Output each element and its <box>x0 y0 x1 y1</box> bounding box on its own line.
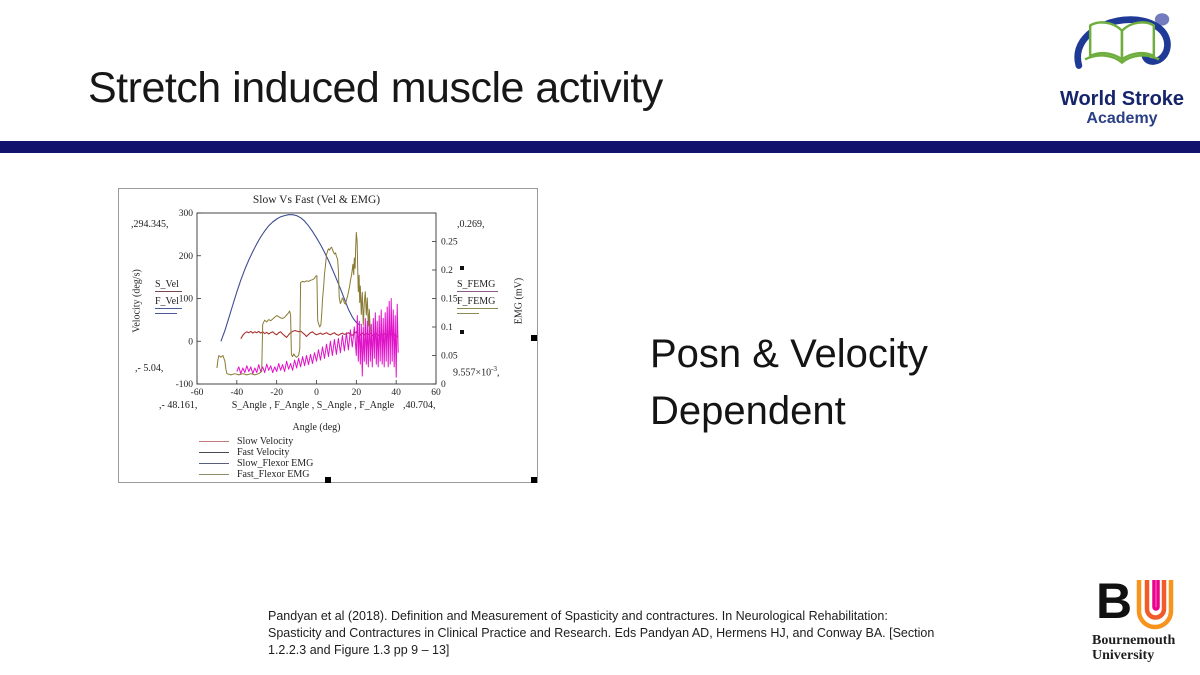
y-right-tick-label: 0.2 <box>441 266 453 276</box>
legend-item: Fast_Flexor EMG <box>199 469 313 480</box>
bu-monogram: B <box>1096 573 1192 634</box>
bu-letter-b: B <box>1096 573 1133 629</box>
legend-swatch <box>199 452 229 453</box>
legend-swatch <box>199 463 229 464</box>
trace-label-underline <box>155 313 177 314</box>
citation-text: Pandyan et al (2018). Definition and Mea… <box>268 609 935 657</box>
left-axis-min-value: ,- 5.04, <box>135 363 164 374</box>
marker-square <box>460 266 464 270</box>
legend-label: Fast Velocity <box>237 447 290 458</box>
right-axis-min-value: 9.557×10-3, <box>453 365 499 378</box>
legend-item: Slow Velocity <box>199 436 313 447</box>
legend-label: Slow Velocity <box>237 436 294 447</box>
right-axis-max-value: ,0.269, <box>457 219 485 230</box>
resize-handle-bottom-right[interactable] <box>531 477 537 483</box>
trace-label-s-vel: S_Vel <box>155 279 182 292</box>
y-right-tick-label: 0.05 <box>441 352 458 362</box>
chart-title: Slow Vs Fast (Vel & EMG) <box>252 194 381 206</box>
plot-canvas: -60 -40 -20 0 20 40 60 -100 0 100 200 300 0 0.05 0.1 0.… <box>176 209 458 398</box>
chart-legend: Slow Velocity Fast Velocity Slow_Flexor EM… <box>199 436 313 480</box>
y-left-tick-label: 300 <box>179 209 194 219</box>
x-tick-label: -20 <box>270 388 283 398</box>
left-axis-title: Velocity (deg/s) <box>131 269 143 333</box>
x-axis-title: Angle (deg) <box>292 422 341 433</box>
resize-handle-bottom[interactable] <box>325 477 331 483</box>
legend-label: Slow_Flexor EMG <box>237 458 314 469</box>
legend-item: Slow_Flexor EMG <box>199 458 313 469</box>
x-tick-label: 40 <box>391 388 401 398</box>
legend-label: Fast_Flexor EMG <box>237 469 310 480</box>
x-tick-label: 60 <box>431 388 441 398</box>
y-right-tick-label: 0.1 <box>441 323 453 333</box>
x-axis-min-value: ,- 48.161, <box>159 400 198 411</box>
bu-name-line1: Bournemouth <box>1092 633 1176 648</box>
bu-letter-u-icon <box>1136 580 1174 630</box>
y-left-tick-label: 0 <box>188 337 193 347</box>
marker-square <box>460 330 464 334</box>
slide-title: Stretch induced muscle activity <box>88 64 663 112</box>
left-trace-labels: S_Vel F_Vel <box>155 279 182 314</box>
wsa-book-swoosh-icon <box>1074 13 1171 69</box>
right-axis-min-exponent: -3 <box>491 365 497 373</box>
left-axis-max-value: ,294.345, <box>131 219 169 230</box>
body-text: Posn & Velocity Dependent <box>650 332 928 433</box>
trace-label-s-femg: S_FEMG <box>457 279 499 292</box>
x-tick-label: 20 <box>352 388 362 398</box>
x-tick-label: -60 <box>191 388 204 398</box>
series-slow-flexor-emg <box>236 298 399 378</box>
right-axis-title: EMG (mV) <box>513 277 525 325</box>
legend-item: Fast Velocity <box>199 447 313 458</box>
legend-swatch <box>199 441 229 442</box>
wsa-logo-subtext: Academy <box>1086 110 1158 127</box>
mathcad-chart-image[interactable]: -60 -40 -20 0 20 40 60 -100 0 100 200 300 0 0.05 0.1 0.… <box>118 188 538 483</box>
trace-label-underline <box>457 313 479 314</box>
y-right-tick-label: 0 <box>441 380 446 390</box>
y-left-tick-label: -100 <box>176 380 194 390</box>
world-stroke-academy-logo: World Stroke Academy <box>1050 6 1194 128</box>
resize-handle-right[interactable] <box>531 335 537 341</box>
x-tick-label: 0 <box>314 388 319 398</box>
title-divider-bar <box>0 141 1200 153</box>
y-right-tick-label: 0.15 <box>441 295 458 305</box>
right-axis-min-comma: , <box>496 367 500 379</box>
wsa-logo-text: World Stroke <box>1059 88 1185 110</box>
trace-label-f-femg: F_FEMG <box>457 296 499 309</box>
y-left-tick-label: 200 <box>179 252 194 262</box>
y-right-tick-label: 0.25 <box>441 238 458 248</box>
right-axis-min-mantissa: 9.557×10 <box>453 367 492 379</box>
trace-label-f-vel: F_Vel <box>155 296 182 309</box>
right-trace-labels: S_FEMG F_FEMG <box>457 279 499 314</box>
x-tick-label: -40 <box>230 388 243 398</box>
y-left-tick-label: 100 <box>179 295 194 305</box>
x-axis-max-value: ,40.704, <box>403 400 436 411</box>
legend-swatch <box>199 474 229 475</box>
series-fast-flexor-emg <box>216 231 371 376</box>
bournemouth-university-logo: B Bournemouth University <box>1092 573 1192 663</box>
bu-name-line2: University <box>1092 647 1155 663</box>
x-axis-argument-label: S_Angle , F_Angle , S_Angle , F_Angle <box>231 400 395 411</box>
series-fast-velocity <box>220 214 361 342</box>
